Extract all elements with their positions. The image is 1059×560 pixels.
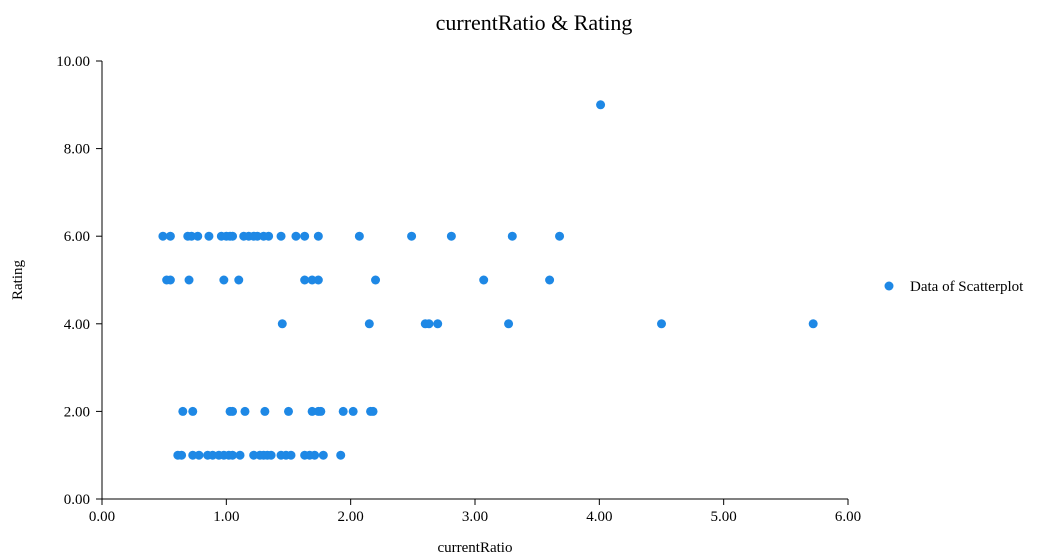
x-tick-label: 2.00 (338, 509, 364, 525)
x-tick-label: 4.00 (586, 509, 612, 525)
data-point (354, 231, 364, 241)
data-point (479, 275, 489, 285)
data-point (348, 406, 358, 416)
y-tick-label: 0.00 (64, 492, 90, 508)
data-point (446, 231, 456, 241)
y-tick-label: 10.00 (56, 54, 90, 70)
data-point (364, 319, 374, 329)
y-axis-ticks: 0.00 2.00 4.00 6.00 8.00 10.00 (56, 54, 102, 508)
data-point (555, 231, 565, 241)
x-tick-label: 0.00 (89, 509, 115, 525)
data-point (407, 231, 417, 241)
data-point (300, 231, 310, 241)
scatter-points (158, 100, 818, 460)
x-tick-label: 1.00 (213, 509, 239, 525)
data-point (165, 231, 175, 241)
data-point (240, 406, 250, 416)
data-point (219, 275, 229, 285)
data-point (228, 231, 238, 241)
data-point (228, 406, 238, 416)
data-point (310, 450, 320, 460)
data-point (307, 275, 317, 285)
data-point (264, 231, 274, 241)
data-point (228, 450, 238, 460)
data-point (545, 275, 555, 285)
data-point (368, 406, 378, 416)
data-point (260, 406, 270, 416)
data-point (808, 319, 818, 329)
x-tick-label: 5.00 (711, 509, 737, 525)
data-point (204, 231, 214, 241)
data-point (424, 319, 434, 329)
data-point (313, 275, 323, 285)
data-point (307, 406, 317, 416)
data-point (194, 450, 204, 460)
data-point (184, 275, 194, 285)
data-point (235, 450, 245, 460)
data-point (266, 450, 276, 460)
data-point (657, 319, 666, 329)
data-point (318, 450, 328, 460)
y-tick-label: 4.00 (64, 317, 90, 333)
data-point (165, 275, 175, 285)
data-point (338, 406, 348, 416)
data-point (193, 231, 203, 241)
data-point (433, 319, 443, 329)
legend-marker (884, 281, 894, 291)
data-point (286, 450, 296, 460)
data-point (208, 450, 218, 460)
plot-area: 0.00 1.00 2.00 3.00 4.00 5.00 6.00 0.00 2.00 4.0… (56, 54, 861, 525)
data-point (291, 231, 301, 241)
data-point (371, 275, 381, 285)
x-tick-label: 6.00 (835, 509, 861, 525)
y-tick-label: 8.00 (64, 142, 90, 158)
data-point (313, 231, 323, 241)
data-point (507, 231, 517, 241)
data-point (187, 231, 197, 241)
data-point (158, 231, 168, 241)
data-point (177, 450, 187, 460)
data-point (249, 450, 259, 460)
data-point (300, 275, 310, 285)
legend: Data of Scatterplot (884, 279, 1024, 295)
data-point (188, 406, 198, 416)
data-point (316, 406, 326, 416)
y-tick-label: 6.00 (64, 229, 90, 245)
data-point (277, 319, 287, 329)
data-point (596, 100, 606, 110)
data-point (234, 275, 244, 285)
data-point (276, 231, 286, 241)
y-axis-title: Rating (10, 260, 26, 300)
x-axis-ticks: 0.00 1.00 2.00 3.00 4.00 5.00 6.00 (89, 499, 861, 525)
data-point (504, 319, 514, 329)
data-point (252, 231, 262, 241)
x-axis-title: currentRatio (438, 540, 513, 556)
y-tick-label: 2.00 (64, 404, 90, 420)
data-point (178, 406, 188, 416)
x-tick-label: 3.00 (462, 509, 488, 525)
data-point (188, 450, 198, 460)
chart-title: currentRatio & Rating (436, 10, 633, 35)
data-point (284, 406, 293, 416)
data-point (336, 450, 346, 460)
legend-label: Data of Scatterplot (910, 279, 1024, 295)
